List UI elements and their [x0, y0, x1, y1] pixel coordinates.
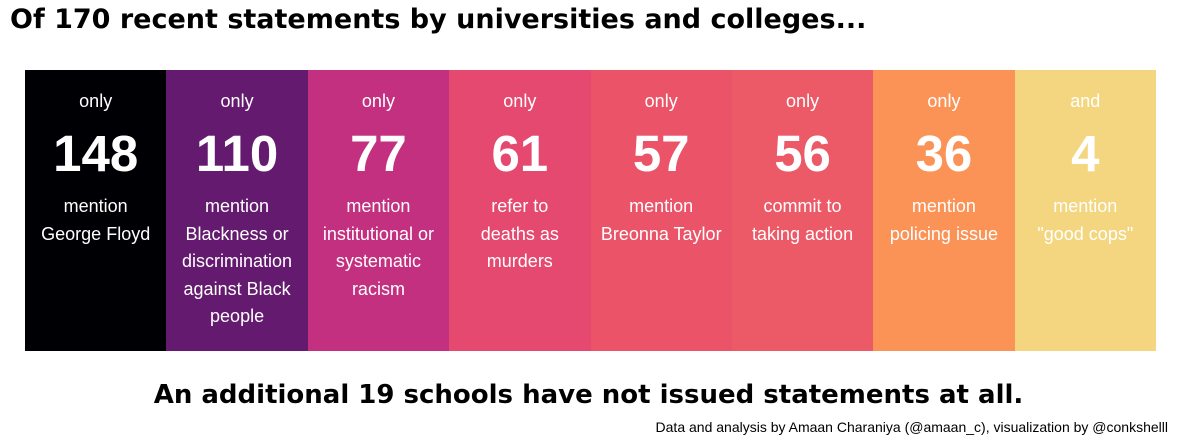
- panel-label: mention "good cops": [1037, 196, 1134, 244]
- panel-value: 36: [915, 125, 973, 182]
- panel-prefix: and: [1070, 91, 1101, 111]
- panel-label: commit to taking action: [752, 196, 854, 244]
- panel-value: 4: [1071, 125, 1100, 182]
- panel-5: only 56 commit to taking action: [731, 70, 874, 351]
- credit-line: Data and analysis by Amaan Charaniya (@a…: [655, 419, 1168, 435]
- panel-value: 110: [195, 125, 279, 182]
- statement-panels: only 148 mention George Floyd only 110 mentio…: [25, 70, 1156, 351]
- panel-label: mention George Floyd: [41, 196, 151, 244]
- panel-value: 56: [774, 125, 831, 182]
- panel-prefix: only: [786, 91, 820, 111]
- panel-0: only 148 mention George Floyd: [25, 70, 167, 351]
- panel-prefix: only: [79, 91, 113, 111]
- panel-label: mention institutional or systematic raci…: [322, 196, 434, 299]
- panel-value: 77: [350, 125, 407, 182]
- panel-label: mention policing issue: [889, 196, 998, 244]
- panel-label: mention Blackness or discrimination agai…: [182, 196, 293, 326]
- panel-value: 148: [53, 125, 139, 182]
- footer-note: An additional 19 schools have not issued…: [153, 380, 1024, 410]
- panel-4: only 57 mention Breonna Taylor: [590, 70, 732, 351]
- panel-7: and 4 mention "good cops": [1014, 70, 1156, 351]
- panel-6: only 36 mention policing issue: [873, 70, 1015, 351]
- chart-title: Of 170 recent statements by universities…: [10, 4, 867, 35]
- panel-prefix: only: [361, 91, 395, 111]
- panel-1: only 110 mention Blackness or discriminati…: [166, 70, 308, 351]
- panel-value: 61: [491, 125, 549, 182]
- panel-2: only 77 mention institutional or systemati…: [307, 70, 450, 351]
- panel-prefix: only: [220, 91, 254, 111]
- panel-label: refer to deaths as murders: [480, 196, 559, 271]
- panel-prefix: only: [644, 91, 678, 111]
- panel-prefix: only: [503, 91, 537, 111]
- panel-label: mention Breonna Taylor: [600, 196, 722, 244]
- panel-3: only 61 refer to deaths as murders: [449, 70, 591, 351]
- panel-prefix: only: [927, 91, 961, 111]
- panel-value: 57: [632, 125, 690, 182]
